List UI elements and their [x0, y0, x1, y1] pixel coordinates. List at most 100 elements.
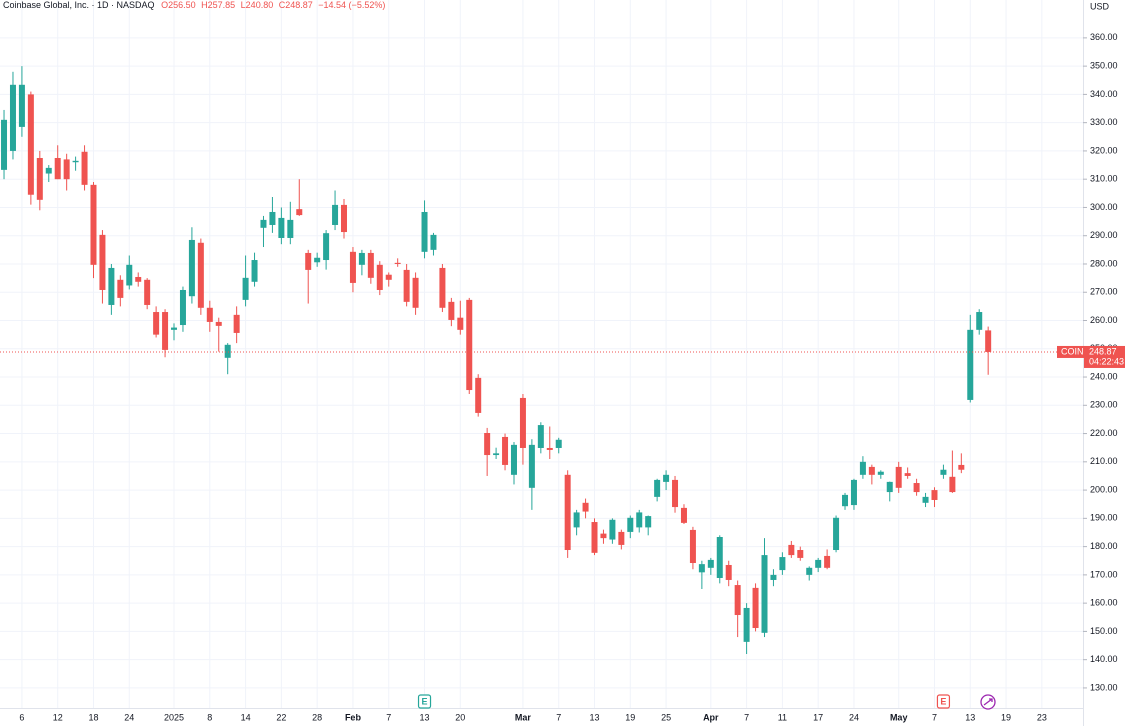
candle-body: [859, 461, 866, 475]
y-tick-label: 290.00: [1090, 230, 1118, 240]
candle-body: [179, 289, 186, 326]
candle-body: [555, 439, 562, 448]
candle-body: [985, 330, 992, 352]
candle-body: [367, 252, 374, 278]
candle-body: [135, 276, 142, 282]
candle-body: [349, 251, 356, 283]
candle-body: [582, 502, 589, 512]
candle-body: [457, 317, 464, 330]
candle-body: [323, 233, 330, 261]
candle-body: [600, 533, 607, 539]
candle-body: [242, 277, 249, 300]
ohlc-change: −14.54 (−5.52%): [318, 0, 385, 10]
y-tick-label: 180.00: [1090, 541, 1118, 551]
candle-body: [537, 425, 544, 448]
symbol-tag: [1057, 345, 1084, 358]
candle-body: [877, 471, 884, 475]
x-tick-label: 7: [386, 712, 391, 722]
candle-body: [117, 279, 124, 298]
x-tick-label: 28: [312, 712, 322, 722]
x-tick-label: Mar: [515, 712, 532, 722]
event-marker: [417, 694, 432, 709]
candle-body: [680, 507, 687, 523]
candle-body: [967, 329, 974, 400]
candle-body: [850, 479, 857, 506]
candle-body: [618, 531, 625, 545]
candle-body: [224, 344, 231, 358]
candle-body: [493, 453, 500, 456]
candle-body: [188, 239, 195, 297]
price-tag-label: 248.87: [1089, 346, 1117, 356]
price-tag: [1084, 345, 1125, 368]
candle-body: [519, 397, 526, 448]
y-tick-label: 270.00: [1090, 287, 1118, 297]
candle-body: [358, 252, 365, 265]
candle-body: [90, 184, 97, 265]
x-tick-label: 13: [420, 712, 430, 722]
x-tick-label: 2025: [164, 712, 184, 722]
ohlc-open: O256.50: [161, 0, 196, 10]
y-tick-label: 280.00: [1090, 258, 1118, 268]
candle-body: [788, 544, 795, 556]
candle-body: [698, 564, 705, 573]
x-tick-label: 19: [625, 712, 635, 722]
candle-body: [761, 555, 768, 633]
candle-body: [27, 94, 34, 195]
x-tick-label: 24: [124, 712, 134, 722]
candle-body: [332, 204, 339, 225]
candle-layer: [0, 66, 1083, 655]
candle-body: [842, 494, 849, 507]
candle-body: [412, 277, 419, 308]
candle-body: [376, 264, 383, 290]
candle-body: [144, 279, 151, 305]
symbol-tag-label: COIN: [1061, 346, 1084, 356]
x-tick-label: 13: [965, 712, 975, 722]
ohlc-high: H257.85: [201, 0, 235, 10]
candle-body: [439, 267, 446, 308]
candle-body: [18, 84, 25, 127]
candle-body: [475, 377, 482, 413]
candle-body: [904, 473, 911, 476]
candle-body: [421, 211, 428, 252]
x-tick-label: 23: [1037, 712, 1047, 722]
candle-body: [63, 159, 70, 180]
y-tick-label: 140.00: [1090, 654, 1118, 664]
y-tick-label: 320.00: [1090, 145, 1118, 155]
candle-body: [940, 469, 947, 475]
candle-body: [99, 234, 106, 290]
x-tick-label: Feb: [345, 712, 362, 722]
x-tick-label: 7: [744, 712, 749, 722]
x-tick-label: 12: [53, 712, 63, 722]
candle-body: [510, 444, 517, 475]
candle-body: [197, 242, 204, 308]
y-tick-label: 170.00: [1090, 569, 1118, 579]
candle-body: [278, 217, 285, 238]
candle-body: [54, 157, 61, 180]
candle-body: [341, 204, 348, 233]
candle-body: [108, 267, 115, 305]
countdown-label: 04:22:43: [1089, 356, 1124, 366]
x-tick-label: 17: [813, 712, 823, 722]
ohlc-close: C248.87: [279, 0, 313, 10]
candle-body: [627, 517, 634, 532]
y-tick-label: 340.00: [1090, 89, 1118, 99]
candle-body: [752, 587, 759, 629]
y-tick-label: 350.00: [1090, 61, 1118, 71]
candle-body: [385, 274, 392, 280]
candle-body: [779, 557, 786, 571]
candle-body: [716, 537, 723, 578]
x-tick-label: 8: [207, 712, 212, 722]
candle-body: [314, 257, 321, 263]
y-tick-label: 300.00: [1090, 202, 1118, 212]
ohlc-low: L240.80: [241, 0, 274, 10]
grid-layer: [0, 0, 1083, 708]
candle-body: [591, 522, 598, 553]
candle-body: [394, 262, 401, 264]
candle-body: [206, 307, 213, 322]
candle-body: [922, 496, 929, 503]
candle-body: [833, 517, 840, 551]
y-tick-label: 200.00: [1090, 484, 1118, 494]
event-label: E: [940, 696, 946, 706]
candle-body: [36, 157, 43, 200]
candle-body: [564, 474, 571, 551]
